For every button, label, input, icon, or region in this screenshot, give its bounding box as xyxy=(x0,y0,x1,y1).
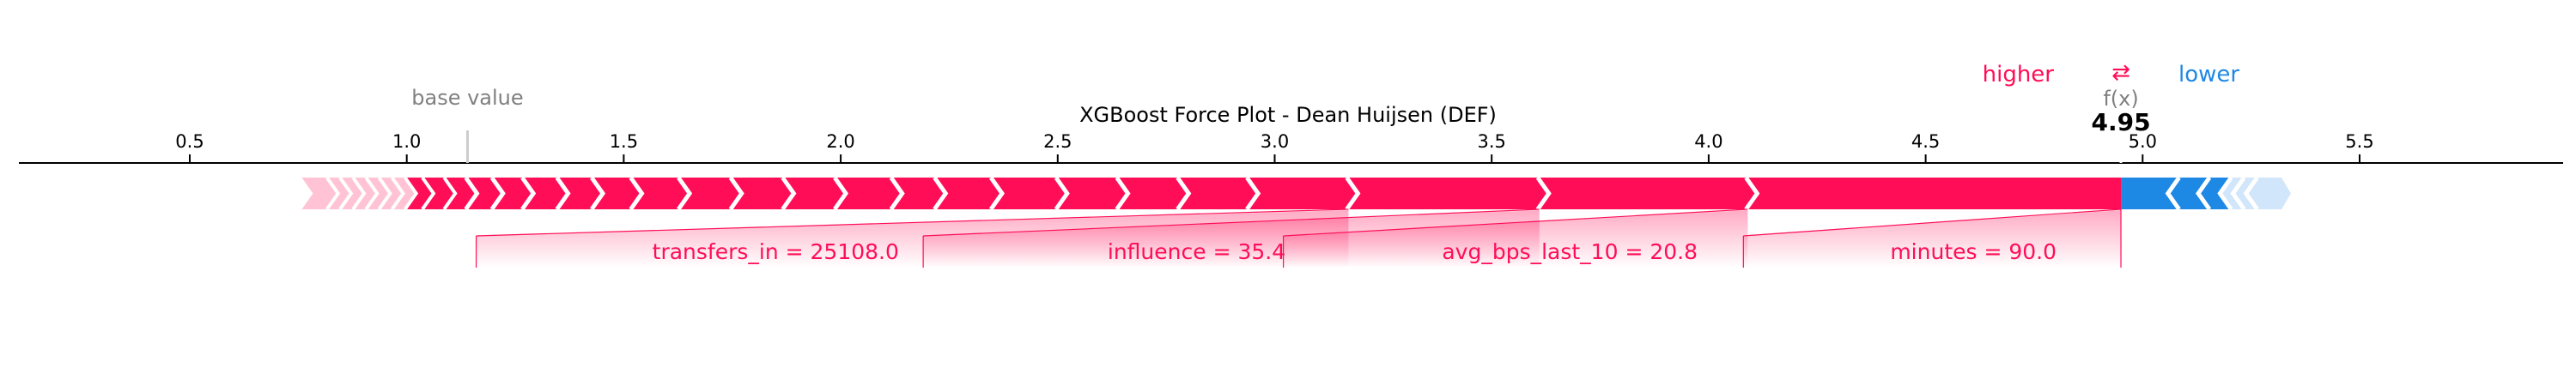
chart-title: XGBoost Force Plot - Dean Huijsen (DEF) xyxy=(1079,103,1497,127)
positive-segment-divider xyxy=(1054,176,1070,211)
output-value: 4.95 xyxy=(2091,108,2150,136)
feature-label: transfers_in = 25108.0 xyxy=(653,239,899,264)
positive-segment-divider xyxy=(889,176,905,211)
positive-segment-divider xyxy=(351,176,367,211)
positive-segment-divider xyxy=(833,176,849,211)
positive-segment-divider xyxy=(933,176,949,211)
axis-tick-label: 2.0 xyxy=(826,131,854,152)
positive-segment-divider xyxy=(442,176,458,211)
positive-segment-divider xyxy=(338,176,354,211)
positive-segment-divider xyxy=(589,176,606,211)
negative-segment-divider xyxy=(2230,176,2246,211)
positive-segment-divider xyxy=(421,176,436,211)
swap-arrows-icon: ⇄ xyxy=(2111,60,2130,86)
feature-link-line xyxy=(1283,208,1748,237)
positive-segment-divider xyxy=(390,176,405,211)
fx-label: f(x) xyxy=(2103,87,2138,111)
positive-force-bar xyxy=(406,178,2122,209)
positive-segment-divider xyxy=(781,176,797,211)
feature-link-line xyxy=(923,208,1540,237)
base-value-label: base value xyxy=(411,86,523,110)
feature-link-shade xyxy=(1743,210,2122,268)
positive-segment-divider xyxy=(520,176,537,211)
feature-labels: transfers_in = 25108.0 influence = 35.4 av… xyxy=(475,208,2122,268)
legend-higher-label: higher xyxy=(1983,62,2055,87)
positive-segment-divider xyxy=(1115,176,1131,211)
positive-segment-divider xyxy=(464,176,480,211)
legend-lower-label: lower xyxy=(2178,62,2239,87)
positive-segment-divider xyxy=(404,176,419,211)
feature-link-line xyxy=(1743,208,2122,237)
positive-segment-divider xyxy=(1345,176,1361,211)
positive-segment-divider xyxy=(1744,176,1760,211)
positive-segment-divider xyxy=(629,176,645,211)
positive-segment-divider xyxy=(728,176,744,211)
axis-tick-label: 5.5 xyxy=(2345,131,2373,152)
positive-segment-divider xyxy=(988,176,1005,211)
feature-link-line xyxy=(476,208,1349,237)
axis-tick-label: 2.5 xyxy=(1043,131,1072,152)
positive-segment-divider xyxy=(677,176,693,211)
positive-segment-divider xyxy=(377,176,392,211)
axis-tick-label: 5.0 xyxy=(2129,131,2157,152)
feature-label: minutes = 90.0 xyxy=(1890,239,2057,264)
axis-tick-label: 4.5 xyxy=(1911,131,1940,152)
axis-tick-label: 0.5 xyxy=(175,131,204,152)
positive-segment-divider xyxy=(1535,176,1552,211)
axis-tick-label: 3.0 xyxy=(1261,131,1289,152)
positive-segment-divider xyxy=(1245,176,1261,211)
axis-tick-label: 1.5 xyxy=(610,131,638,152)
positive-segment-divider xyxy=(1176,176,1192,211)
positive-segment-divider xyxy=(325,176,341,211)
positive-segment-divider xyxy=(364,176,380,211)
negative-segment-divider xyxy=(2243,176,2259,211)
positive-tail-segment xyxy=(301,178,418,209)
x-axis: 0.5 1.0 1.5 2.0 2.5 3.0 3.5 4.0 4.5 5.0 5.5 xyxy=(19,131,2563,164)
feature-link-shade xyxy=(1283,210,1748,268)
positive-segment-divider xyxy=(555,176,571,211)
feature-label: influence = 35.4 xyxy=(1108,239,1285,264)
feature-label: avg_bps_last_10 = 20.8 xyxy=(1442,239,1698,264)
axis-tick-label: 1.0 xyxy=(392,131,421,152)
negative-segment-divider xyxy=(2217,176,2233,211)
axis-tick-label: 4.0 xyxy=(1694,131,1722,152)
negative-segment-divider xyxy=(2196,176,2212,211)
force-chevrons xyxy=(325,176,2259,211)
force-bars xyxy=(301,178,2292,209)
positive-segment-divider xyxy=(489,176,506,211)
negative-segment-divider xyxy=(2165,176,2181,211)
axis-tick-label: 3.5 xyxy=(1477,131,1505,152)
